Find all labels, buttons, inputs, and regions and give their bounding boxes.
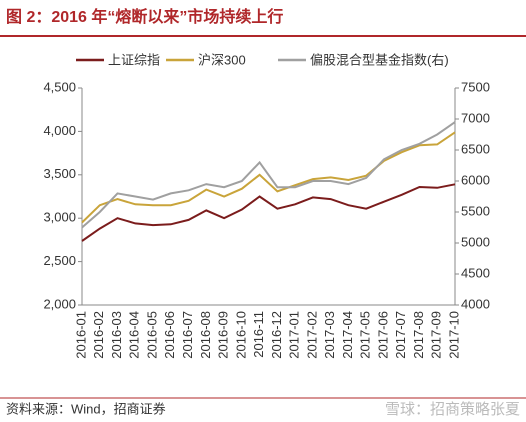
y2-tick-label: 4000 [461,296,490,311]
y2-tick-label: 6000 [461,172,490,187]
y2-tick-label: 4500 [461,265,490,280]
y2-tick-label: 7000 [461,110,490,125]
legend-label: 上证综指 [108,52,160,67]
x-tick-label: 2017-03 [322,311,337,359]
x-tick-label: 2017-04 [340,311,355,359]
y-tick-label: 2,000 [43,296,76,311]
x-tick-label: 2016-12 [269,311,284,359]
legend-label: 偏股混合型基金指数(右) [310,52,449,67]
x-tick-label: 2016-03 [109,311,124,359]
y-tick-label: 4,000 [43,123,76,138]
x-tick-label: 2017-10 [446,311,461,359]
line-series [81,183,456,242]
y2-tick-label: 5500 [461,203,490,218]
line-series [81,121,456,229]
y-tick-label: 3,500 [43,166,76,181]
x-tick-label: 2016-01 [73,311,88,359]
x-tick-label: 2017-08 [411,311,426,359]
legend-label: 沪深300 [198,52,246,67]
x-tick-label: 2017-05 [358,311,373,359]
x-tick-label: 2016-05 [144,311,159,359]
source-note: 资料来源：Wind，招商证券 [6,401,166,416]
x-tick-label: 2016-08 [198,311,213,359]
x-tick-label: 2016-10 [233,311,248,359]
x-tick-label: 2016-06 [162,311,177,359]
x-tick-label: 2017-06 [375,311,390,359]
line-series [81,131,456,224]
y2-tick-label: 6500 [461,141,490,156]
x-tick-label: 2017-07 [393,311,408,359]
x-tick-label: 2016-04 [127,311,142,359]
y2-tick-label: 5000 [461,234,490,249]
y-tick-label: 2,500 [43,253,76,268]
y-tick-label: 4,500 [43,79,76,94]
x-tick-label: 2016-09 [216,311,231,359]
watermark: 雪球：招商策略张夏 [385,401,520,418]
x-tick-label: 2016-02 [91,311,106,359]
x-tick-label: 2017-02 [304,311,319,359]
x-tick-label: 2017-09 [429,311,444,359]
y2-tick-label: 7500 [461,79,490,94]
x-tick-label: 2017-01 [287,311,302,359]
x-tick-label: 2016-11 [251,311,266,358]
chart-title: 图 2：2016 年“熔断以来”市场持续上行 [6,7,283,26]
x-tick-label: 2016-07 [180,311,195,359]
y-tick-label: 3,000 [43,210,76,225]
